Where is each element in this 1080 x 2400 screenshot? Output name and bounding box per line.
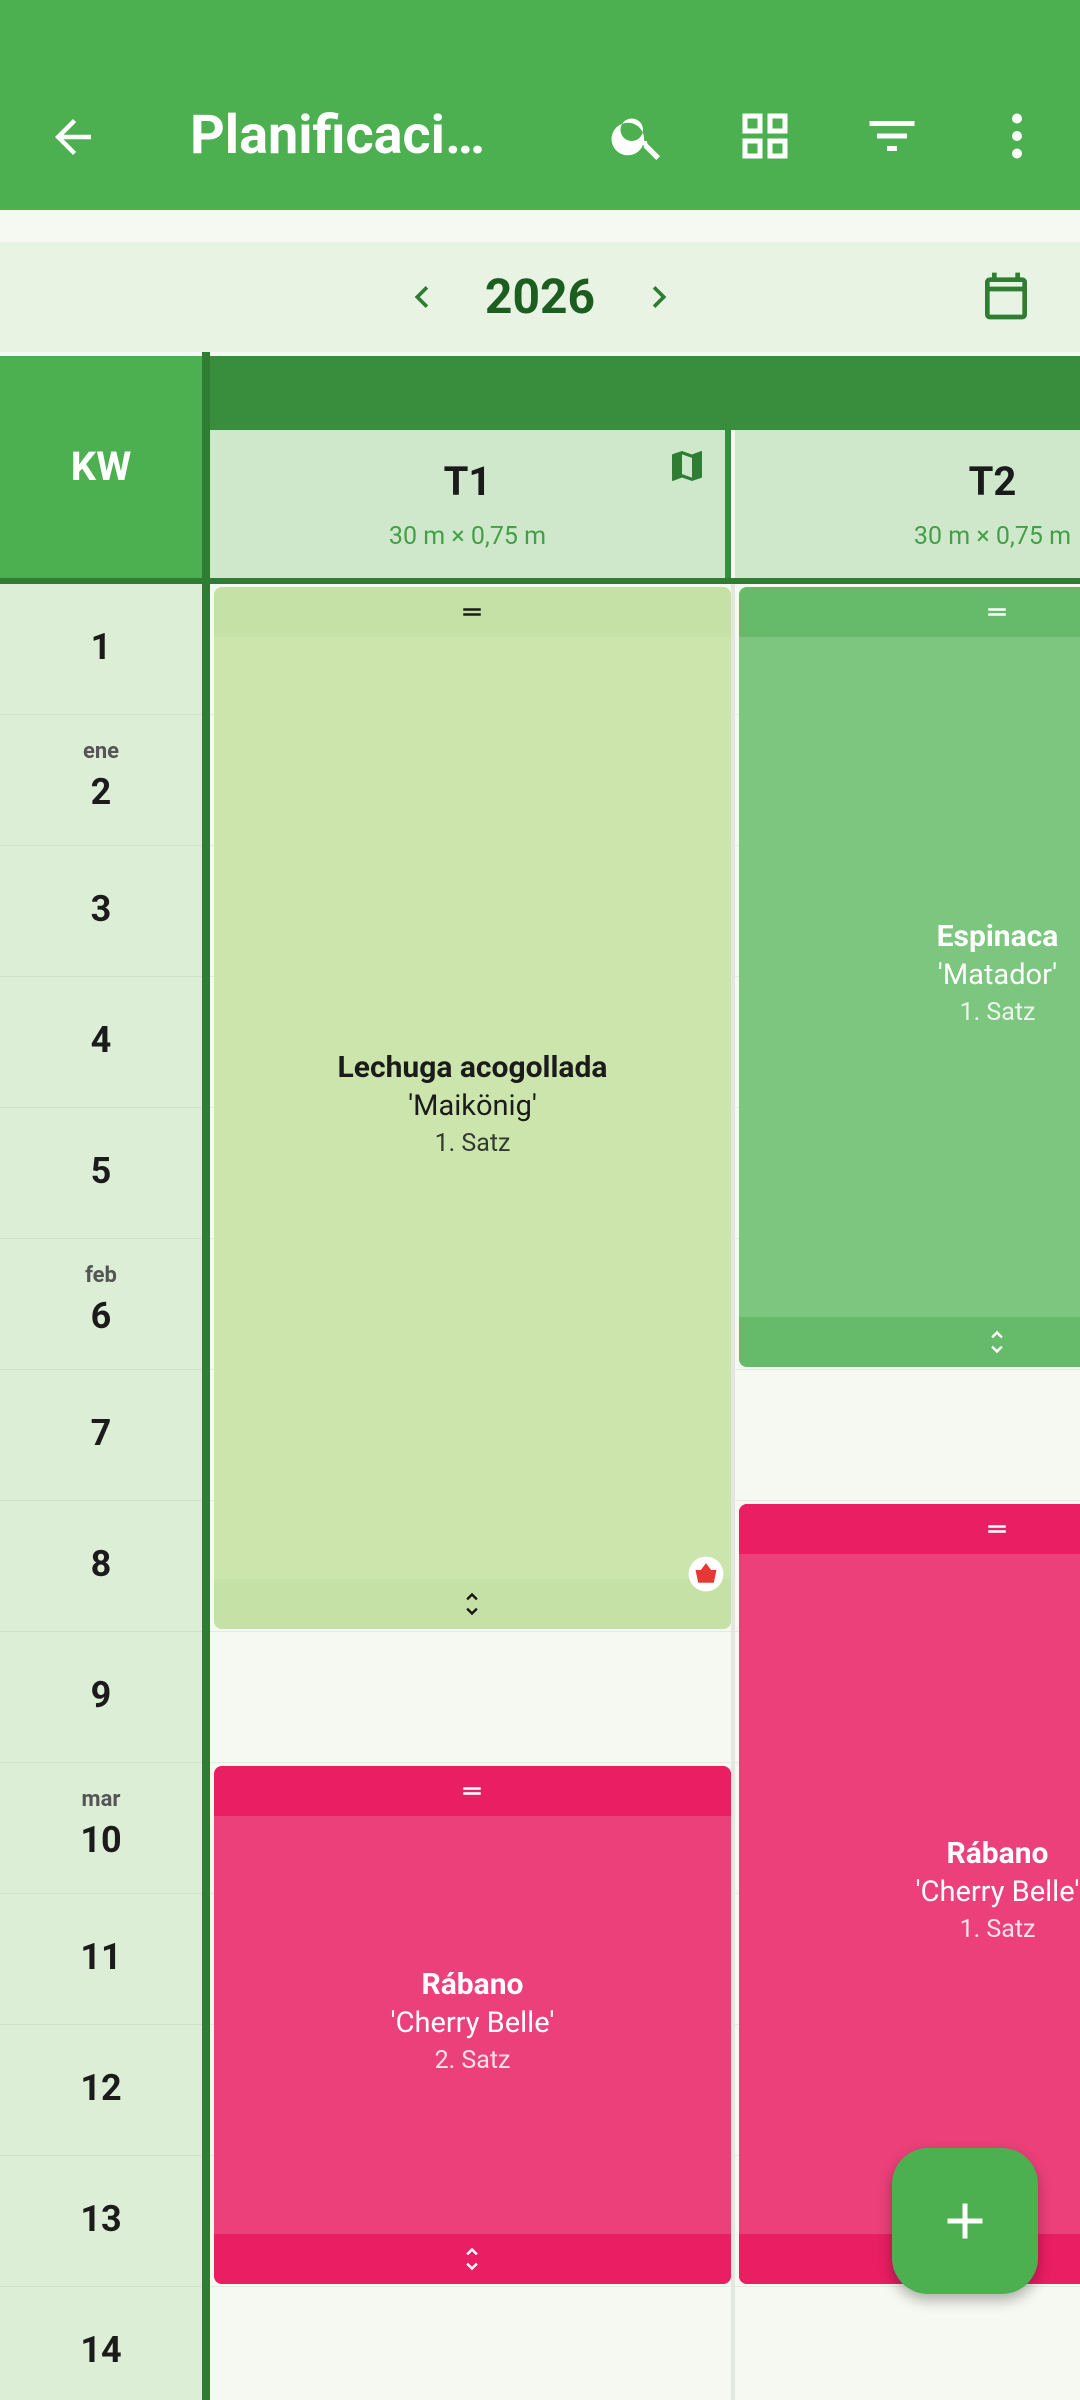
resize-handle — [214, 2234, 731, 2284]
handle-icon — [463, 1787, 481, 1795]
resize-icon — [991, 1330, 1003, 1354]
week-number: 13 — [80, 2198, 122, 2240]
drag-handle — [214, 1766, 731, 1816]
map-icon[interactable] — [667, 446, 707, 486]
week-number: 11 — [80, 1936, 122, 1978]
planting-text: Rábano 'Cherry Belle' 2. Satz — [214, 1967, 731, 2075]
planting-grid: Lechuga acogollada 'Maikönig' 1. Satz Espin… — [210, 584, 1080, 2400]
variety: 'Cherry Belle' — [390, 2006, 555, 2040]
app-title: Planificaci… — [190, 104, 485, 167]
week-number: 12 — [80, 2067, 122, 2109]
planting-block[interactable]: Espinaca 'Matador' 1. Satz — [739, 587, 1080, 1367]
week-column: 1 2 ene 3 4 5 6 feb 7 8 9 10 mar 11 12 13 14 — [0, 584, 202, 2400]
more-button[interactable] — [987, 106, 1047, 166]
row-line — [210, 1762, 1080, 1763]
month-label: mar — [81, 1787, 121, 1812]
crop-name: Rábano — [946, 1836, 1049, 1871]
bed-header: T1 30 m × 0,75 m — [210, 430, 731, 578]
planting-text: Rábano 'Cherry Belle' 1. Satz — [739, 1836, 1080, 1944]
row-line — [210, 2286, 1080, 2287]
column-line — [731, 584, 735, 2400]
month-label: ene — [82, 739, 120, 764]
crop-name: Lechuga acogollada — [337, 1050, 608, 1085]
next-year[interactable] — [637, 275, 681, 319]
week-row: 9 — [0, 1632, 202, 1763]
planting-block[interactable]: Lechuga acogollada 'Maikönig' 1. Satz — [214, 587, 731, 1629]
handle-icon — [988, 608, 1006, 616]
calendar-button[interactable] — [978, 268, 1034, 324]
year-label: 2026 — [484, 268, 596, 325]
week-row: 7 — [0, 1370, 202, 1501]
header-band — [210, 356, 1080, 430]
handle-icon — [988, 1525, 1006, 1533]
prev-year[interactable] — [400, 275, 444, 319]
planting-text: Lechuga acogollada 'Maikönig' 1. Satz — [214, 1050, 731, 1158]
row-line — [210, 1631, 1080, 1632]
divider — [0, 578, 1080, 584]
drag-handle — [214, 587, 731, 637]
drag-handle — [739, 587, 1080, 637]
divider — [202, 352, 210, 2400]
search-button[interactable] — [608, 106, 668, 166]
week-row: 12 — [0, 2025, 202, 2156]
batch: 1. Satz — [959, 998, 1036, 1027]
add-button[interactable] — [892, 2148, 1038, 2294]
bed-size: 30 m × 0,75 m — [913, 522, 1072, 551]
week-row: 8 — [0, 1501, 202, 1632]
resize-handle — [739, 1317, 1080, 1367]
grid-button[interactable] — [735, 106, 795, 166]
week-number: 1 — [90, 626, 112, 668]
resize-handle — [214, 1579, 731, 1629]
variety: 'Maikönig' — [408, 1089, 537, 1123]
batch: 1. Satz — [959, 1915, 1036, 1944]
week-row: 5 — [0, 1108, 202, 1239]
back-button[interactable] — [46, 110, 100, 164]
week-row: 10 mar — [0, 1763, 202, 1894]
bed-header: T2 30 m × 0,75 m — [735, 430, 1080, 578]
batch: 1. Satz — [434, 1129, 511, 1158]
week-number: 3 — [90, 888, 112, 930]
week-row: 1 — [0, 584, 202, 715]
week-row: 14 — [0, 2287, 202, 2400]
harvest-icon — [688, 1556, 724, 1592]
week-number: 9 — [90, 1674, 112, 1716]
planting-text: Espinaca 'Matador' 1. Satz — [739, 919, 1080, 1027]
week-number: 8 — [90, 1543, 112, 1585]
crop-name: Espinaca — [936, 919, 1059, 954]
bed-headers: T1 30 m × 0,75 m T2 30 m × 0,75 m — [210, 430, 1080, 584]
app-bar: Planificaci… — [0, 0, 1080, 210]
week-number: 14 — [80, 2329, 122, 2371]
variety: 'Matador' — [937, 958, 1058, 992]
resize-icon — [466, 1592, 478, 1616]
week-row: 6 feb — [0, 1239, 202, 1370]
bed-name: T1 — [443, 458, 492, 505]
week-number: 10 — [80, 1819, 122, 1861]
week-row: 13 — [0, 2156, 202, 2287]
crop-name: Rábano — [421, 1967, 524, 2002]
month-label: feb — [85, 1263, 117, 1288]
add-icon — [947, 2203, 983, 2239]
week-number: 5 — [90, 1150, 112, 1192]
batch: 2. Satz — [434, 2046, 511, 2075]
week-row: 2 ene — [0, 715, 202, 846]
week-number: 2 — [90, 771, 112, 813]
variety: 'Cherry Belle' — [915, 1875, 1080, 1909]
week-number: 7 — [90, 1412, 112, 1454]
week-number: 6 — [90, 1295, 112, 1337]
filter-button[interactable] — [862, 106, 922, 166]
week-number: 4 — [90, 1019, 112, 1061]
kw-header: KW — [0, 356, 202, 584]
week-row: 4 — [0, 977, 202, 1108]
handle-icon — [463, 608, 481, 616]
planting-block[interactable]: Rábano 'Cherry Belle' 2. Satz — [214, 1766, 731, 2284]
week-row: 3 — [0, 846, 202, 977]
bed-size: 30 m × 0,75 m — [388, 522, 547, 551]
bed-name: T2 — [968, 458, 1017, 505]
resize-icon — [466, 2247, 478, 2271]
drag-handle — [739, 1504, 1080, 1554]
week-row: 11 — [0, 1894, 202, 2025]
year-bar: 2026 — [0, 242, 1080, 352]
